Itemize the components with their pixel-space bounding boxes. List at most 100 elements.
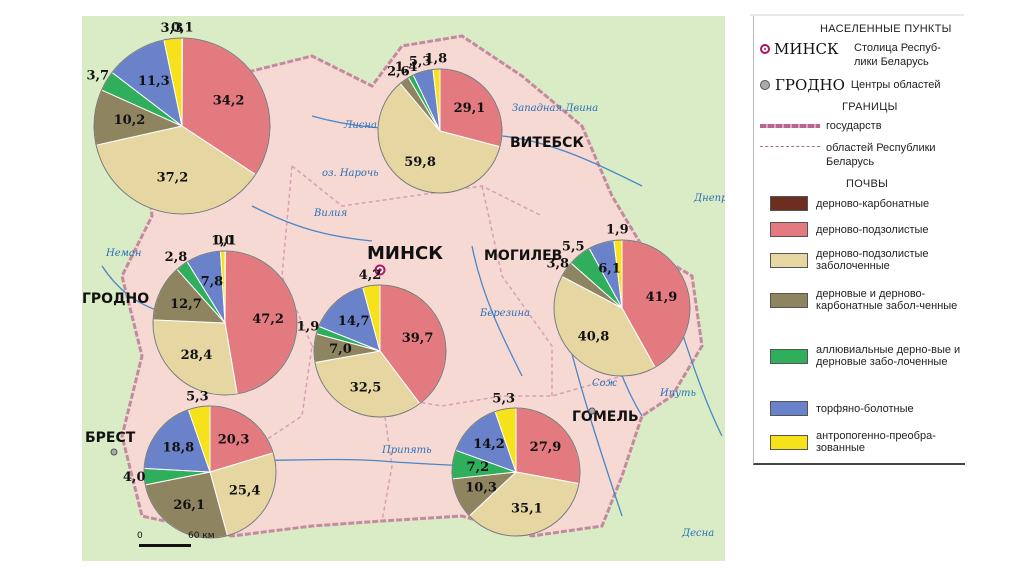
legend-soils-title: ПОЧВЫ <box>846 178 889 190</box>
river-labels: Лисна Западная Двина оз. Нарочь Вилия Бе… <box>105 103 725 539</box>
legend-soil-row: дерново-карбонатные <box>770 196 966 211</box>
belarus-territory <box>120 34 704 538</box>
legend-capital-desc-1: Столица Респуб- <box>854 42 941 54</box>
pie-value-label: 6,1 <box>598 262 621 277</box>
city-label-brest: БРЕСТ <box>85 430 136 446</box>
legend-regional-desc: Центры областей <box>850 79 941 91</box>
legend-soil-row: аллювиальные дерно-вые и дерновые забо-л… <box>770 344 966 368</box>
pie-value-label: 3,3 <box>161 21 184 36</box>
legend-capital-name: МИНСК <box>774 40 839 58</box>
scale-bar-line <box>139 544 191 547</box>
legend-capital-desc-2: лики Беларусь <box>854 56 929 68</box>
map-svg: Лисна Западная Двина оз. Нарочь Вилия Бе… <box>82 16 725 561</box>
city-label-vitebsk: ВИТЕБСК <box>510 135 584 151</box>
top-divider <box>750 14 964 16</box>
pie-value-label: 27,9 <box>530 440 562 455</box>
pie-value-label: 59,8 <box>404 155 436 170</box>
pie-value-label: 26,1 <box>173 498 205 513</box>
soil-swatch <box>770 434 808 450</box>
pie-value-label: 0,1 <box>214 234 237 249</box>
soil-swatch <box>770 348 808 364</box>
legend-regional-row: ГРОДНО Центры областей <box>760 76 941 94</box>
region-border-symbol-icon <box>760 146 820 147</box>
soil-label: дерново-подзолистые <box>816 223 929 236</box>
legend-soil-row: торфяно-болотные <box>770 401 966 416</box>
legend-soil-row: антропогенно-преобра-зованные <box>770 430 966 454</box>
pie-value-label: 14,7 <box>338 314 370 329</box>
river-label: Лисна <box>343 120 377 131</box>
pie-value-label: 1,9 <box>297 319 320 334</box>
soil-label: торфяно-болотные <box>816 402 914 415</box>
pie-value-label: 2,6 <box>387 65 410 80</box>
pie-chart: 0,1 34,2 37,2 10,2 3,7 11,3 3,3 <box>86 21 271 215</box>
pie-value-label: 1,4 <box>395 60 418 75</box>
pie-value-label: 25,4 <box>229 484 261 499</box>
legend-border-state: государств <box>826 120 882 132</box>
pie-value-label: 11,3 <box>138 74 170 89</box>
pie-value-label: 28,4 <box>181 348 213 363</box>
capital-symbol-icon <box>760 44 770 54</box>
pie-value-label: 1,0 <box>211 234 234 249</box>
pie-outline <box>313 284 447 418</box>
pie-chart: 39,7 32,5 7,0 1,9 14,7 4,2 <box>297 268 447 418</box>
pie-value-label: 2,8 <box>165 250 188 265</box>
city-label-minsk: МИНСК <box>367 243 443 264</box>
river-label: Днепр <box>693 193 725 204</box>
pie-value-label: 41,9 <box>646 290 678 305</box>
river-label: Сож <box>592 378 618 389</box>
pie-value-label: 3,7 <box>86 68 109 83</box>
soil-swatch <box>770 401 808 416</box>
pie-value-label: 7,0 <box>329 342 352 357</box>
pie-value-label: 40,8 <box>578 330 610 345</box>
soil-map: Лисна Западная Двина оз. Нарочь Вилия Бе… <box>82 16 725 561</box>
river-label: Березина <box>479 308 530 319</box>
river-label: Вилия <box>313 208 347 219</box>
regional-center-symbol-icon <box>760 80 770 90</box>
soil-swatch <box>770 292 808 308</box>
pie-value-label: 0,1 <box>171 21 194 36</box>
soil-label: антропогенно-преобра-зованные <box>816 430 936 454</box>
pie-chart: 41,9 40,8 3,85,5 6,1 1,9 <box>546 223 691 377</box>
pie-value-label: 18,8 <box>163 441 195 456</box>
legend-borders-title: ГРАНИЦЫ <box>842 101 898 113</box>
pie-value-label: 12,7 <box>170 297 202 312</box>
pie-value-label: 5,3 <box>186 390 209 405</box>
pie-value-label: 29,1 <box>454 101 486 116</box>
pie-value-label: 32,5 <box>350 380 382 395</box>
pie-value-label: 14,2 <box>473 437 505 452</box>
legend-capital-row: МИНСК <box>760 40 839 58</box>
soil-swatch <box>770 196 808 211</box>
pie-value-label: 5,3 <box>492 392 515 407</box>
pie-value-label: 1,8 <box>425 52 448 67</box>
state-border-symbol-icon <box>760 124 820 128</box>
pie-value-label: 5,3 <box>409 54 432 69</box>
pie-value-label: 7,2 <box>467 460 490 475</box>
pie-chart: 27,9 35,1 10,3 7,2 14,2 5,3 <box>451 392 581 537</box>
river-label: Ипуть <box>659 388 696 399</box>
pie-chart: 20,3 25,4 26,1 4,0 18,8 5,3 <box>123 390 277 539</box>
soil-swatch <box>770 222 808 237</box>
scale-label: 60 км <box>188 531 215 541</box>
legend-soil-row: дерновые и дерново-карбонатные забол-чен… <box>770 288 966 312</box>
soil-label: дерново-карбонатные <box>816 197 930 210</box>
pie-value-label: 10,3 <box>465 481 497 496</box>
city-labels: ВИТЕБСК МИНСК МОГИЛЕВ ГРОДНО БРЕСТ ГОМЕЛ… <box>82 135 639 446</box>
pie-chart: 29,1 59,8 2,61,45,31,8 <box>377 52 503 194</box>
soil-label: дерново-подзолистые заболоченные <box>816 248 929 272</box>
pie-value-label: 34,2 <box>213 94 245 109</box>
pie-charts: 29,159,82,61,45,31,80,134,237,210,23,7 11… <box>86 21 691 539</box>
legend-soil-row: дерново-подзолистые заболоченные <box>770 248 966 272</box>
legend-border-state-row: государств <box>760 120 882 132</box>
legend-border-regions-1: областей Республики <box>826 142 936 154</box>
city-label-gomel: ГОМЕЛЬ <box>572 409 639 425</box>
pie-value-label: 39,7 <box>402 331 434 346</box>
pie-value-label: 4,0 <box>123 470 146 485</box>
river-label: Десна <box>681 528 714 539</box>
legend-border-regions-2: Беларусь <box>826 156 875 168</box>
city-label-mogilev: МОГИЛЕВ <box>484 248 562 264</box>
pie-value-label: 5,5 <box>562 240 585 255</box>
pie-value-label: 35,1 <box>511 501 543 516</box>
pie-value-label: 7,8 <box>201 274 224 289</box>
pie-value-label: 1,9 <box>606 223 629 238</box>
